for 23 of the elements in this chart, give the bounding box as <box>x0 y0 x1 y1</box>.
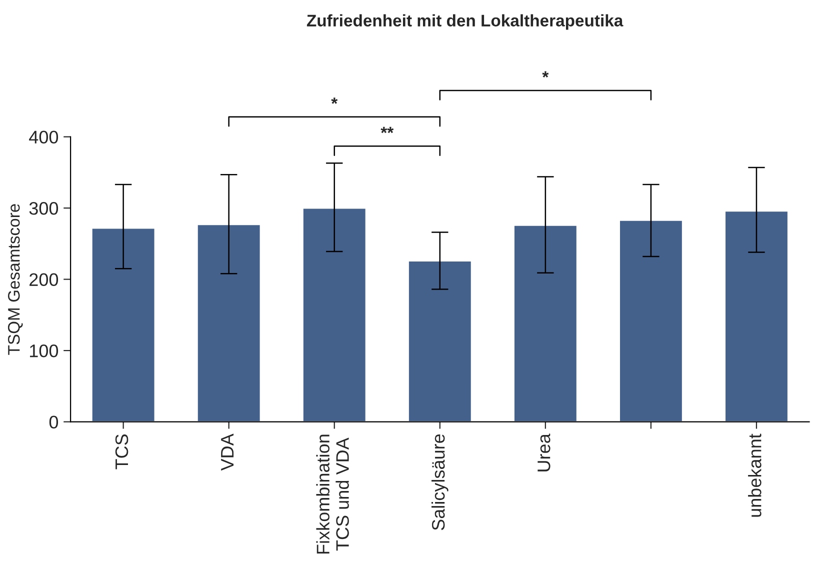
bar <box>513 224 578 422</box>
bar <box>408 260 472 422</box>
bar <box>302 207 367 422</box>
y-axis-title: TSQM Gesamtscore <box>8 204 23 355</box>
y-tick-label: 100 <box>30 344 58 358</box>
x-tick-label: Urea <box>538 434 550 472</box>
text: ** <box>380 126 394 134</box>
x-tick-label: unbekannt <box>748 434 762 517</box>
text: * <box>542 71 549 78</box>
y-tick-label: 400 <box>29 130 58 144</box>
bar <box>618 219 684 422</box>
y-tick-label: 0 <box>49 416 58 429</box>
y-tick-label: 200 <box>30 273 58 286</box>
bar <box>90 227 156 422</box>
y-tick-label: 300 <box>29 202 58 215</box>
x-tick-label: TCS <box>115 434 128 470</box>
x-tick-label: Salicylsäure <box>431 434 448 530</box>
chart-title: Zufriedenheit mit den Lokaltherapeutika <box>306 14 624 30</box>
bar <box>196 224 262 422</box>
bar <box>724 210 789 422</box>
x-tick-label: VDA <box>221 434 234 471</box>
text: * <box>331 98 338 104</box>
x-tick-label: Fixkombination TCS und VDA <box>316 434 349 554</box>
